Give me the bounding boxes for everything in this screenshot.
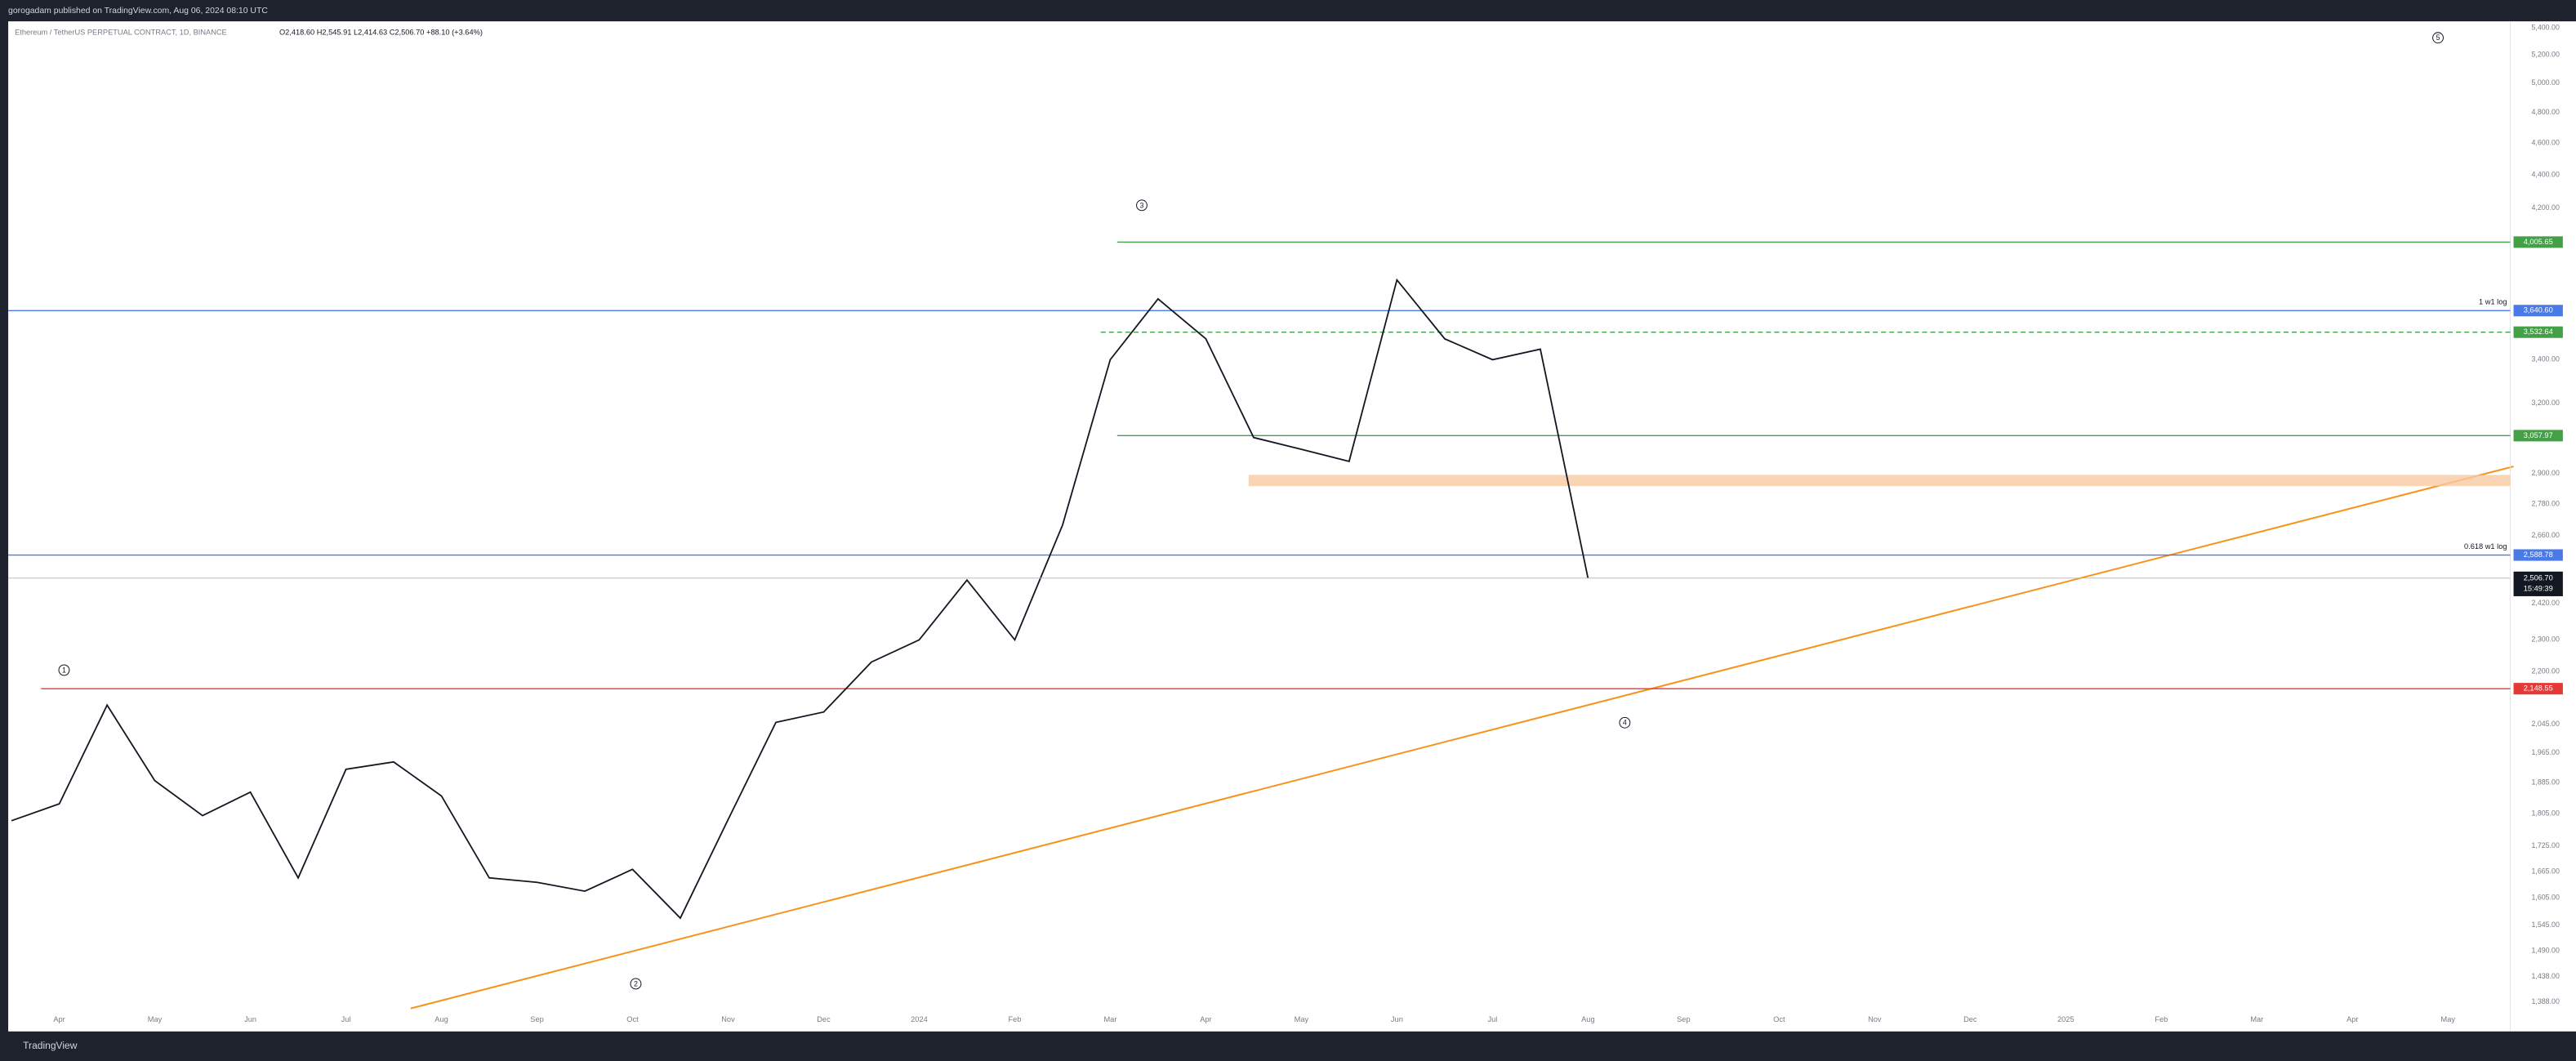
x-tick-label: May [2441, 1015, 2456, 1023]
level-label: 3,532.64 [2524, 328, 2553, 336]
wave-circle [1619, 716, 1631, 729]
wave-circle [630, 978, 642, 990]
x-tick-label: Apr [53, 1015, 65, 1023]
wave-circle [2432, 32, 2444, 44]
y-tick-label: 2,200.00 [2532, 667, 2560, 675]
y-tick-label: 1,885.00 [2532, 778, 2560, 786]
x-tick-label: Dec [1963, 1015, 1977, 1023]
level-note: 1 w1 log [2479, 298, 2507, 306]
y-tick-label: 4,400.00 [2532, 170, 2560, 178]
x-tick-label: May [1295, 1015, 1309, 1023]
wave-circle [58, 664, 70, 676]
y-tick-label: 1,725.00 [2532, 841, 2560, 849]
plot-area [8, 21, 2576, 1032]
x-tick-label: 2025 [2057, 1015, 2075, 1023]
x-tick-label: Jul [1487, 1015, 1497, 1023]
y-tick-label: 5,200.00 [2532, 51, 2560, 59]
x-tick-label: Mar [1103, 1015, 1116, 1023]
y-tick-label: 1,805.00 [2532, 809, 2560, 817]
level-box [2513, 305, 2563, 317]
y-tick-label: 4,600.00 [2532, 138, 2560, 146]
level-label: 2,588.78 [2524, 551, 2553, 559]
y-tick-label: 1,665.00 [2532, 867, 2560, 875]
wave-label: 5 [2436, 33, 2440, 42]
y-tick-label: 3,400.00 [2532, 355, 2560, 363]
x-tick-label: Mar [2250, 1015, 2263, 1023]
y-tick-label: 2,420.00 [2532, 599, 2560, 607]
level-box [2513, 430, 2563, 442]
price-line [11, 278, 1589, 920]
x-tick-label: Jun [1391, 1015, 1403, 1023]
x-tick-label: Nov [1868, 1015, 1882, 1023]
x-tick-label: Feb [2155, 1015, 2168, 1023]
x-tick-label: Jun [244, 1015, 256, 1023]
y-tick-label: 1,388.00 [2532, 997, 2560, 1005]
x-tick-label: Sep [530, 1015, 543, 1023]
y-tick-label: 5,400.00 [2532, 24, 2560, 32]
y-tick-label: 5,000.00 [2532, 78, 2560, 87]
x-tick-label: Oct [626, 1015, 639, 1023]
y-tick-label: 2,300.00 [2532, 635, 2560, 644]
last-price-label: 2,506.70 [2524, 573, 2553, 582]
x-tick-label: 2024 [911, 1015, 928, 1023]
y-tick-label: 3,200.00 [2532, 399, 2560, 407]
x-tick-label: Feb [1008, 1015, 1021, 1023]
wave-label: 2 [634, 979, 638, 987]
y-tick-label: 2,045.00 [2532, 720, 2560, 728]
y-tick-label: 1,490.00 [2532, 947, 2560, 955]
wave-label: 4 [1623, 719, 1627, 727]
zone [1248, 475, 2511, 487]
level-box [2513, 326, 2563, 338]
x-tick-label: Nov [721, 1015, 735, 1023]
y-tick-label: 1,605.00 [2532, 893, 2560, 901]
level-label: 3,640.60 [2524, 306, 2553, 314]
x-tick-label: Oct [1773, 1015, 1785, 1023]
level-label: 2,148.55 [2524, 684, 2553, 693]
last-price-box [2513, 571, 2563, 596]
y-tick-label: 2,900.00 [2532, 469, 2560, 477]
y-tick-label: 4,200.00 [2532, 203, 2560, 212]
x-tick-label: Sep [1677, 1015, 1690, 1023]
y-tick-label: 1,545.00 [2532, 921, 2560, 929]
y-tick-label: 4,800.00 [2532, 108, 2560, 116]
countdown: 15:49:39 [2524, 584, 2553, 592]
wave-circle [1136, 199, 1148, 212]
y-tick-label: 1,965.00 [2532, 748, 2560, 756]
x-tick-label: Aug [1581, 1015, 1594, 1023]
ohlc: O2,418.60 H2,545.91 L2,414.63 C2,506.70 … [279, 29, 483, 37]
y-tick-label: 2,660.00 [2532, 531, 2560, 539]
y-tick-label: 1,438.00 [2532, 972, 2560, 980]
wave-label: 1 [62, 666, 66, 674]
level-label: 3,057.97 [2524, 431, 2553, 439]
x-tick-label: Apr [1200, 1015, 1211, 1023]
trendline [410, 466, 2514, 1010]
y-tick-label: 2,780.00 [2532, 499, 2560, 507]
wave-label: 3 [1140, 201, 1144, 209]
level-label: 4,005.65 [2524, 238, 2553, 246]
x-tick-label: Dec [817, 1015, 831, 1023]
publisher: gorogadam published on TradingView.com, … [8, 7, 268, 16]
level-box [2513, 236, 2563, 248]
level-box [2513, 549, 2563, 561]
x-tick-label: Apr [2346, 1015, 2358, 1023]
level-note: 0.618 w1 log [2464, 542, 2507, 551]
x-tick-label: Aug [435, 1015, 448, 1023]
x-tick-label: Jul [341, 1015, 351, 1023]
symbol: Ethereum / TetherUS PERPETUAL CONTRACT, … [15, 29, 227, 37]
brand: TradingView [23, 1040, 78, 1051]
x-tick-label: May [148, 1015, 163, 1023]
level-box [2513, 683, 2563, 695]
